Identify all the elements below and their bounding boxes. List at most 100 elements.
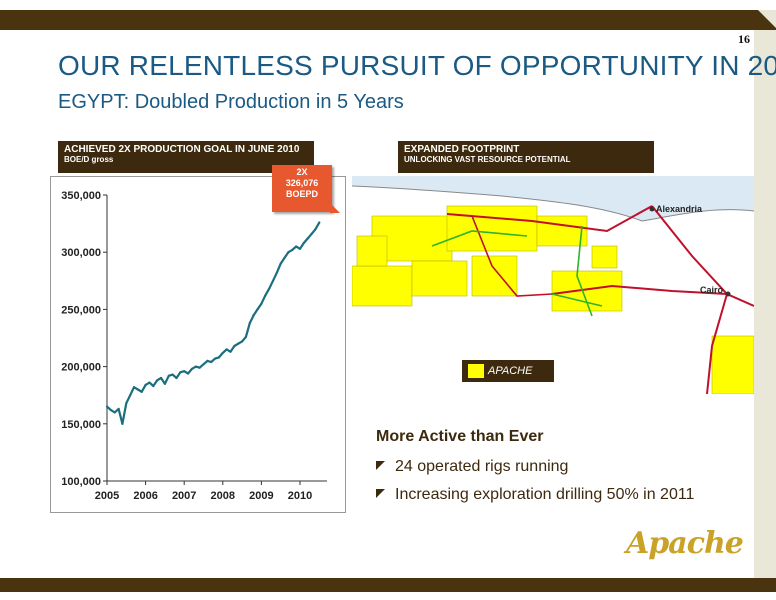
- data-point: [175, 376, 178, 380]
- data-point: [152, 384, 155, 388]
- data-point: [264, 294, 267, 297]
- data-point: [306, 237, 309, 240]
- legend-swatch: [468, 364, 484, 378]
- x-tick-label: 2008: [211, 490, 235, 502]
- data-point: [229, 350, 232, 353]
- right-margin-strip: [754, 30, 776, 578]
- bottom-bar: [0, 578, 776, 592]
- page-number: 16: [738, 32, 750, 46]
- data-point: [144, 383, 147, 386]
- chart-header: ACHIEVED 2X PRODUCTION GOAL IN JUNE 2010…: [58, 141, 314, 173]
- data-point: [132, 386, 136, 389]
- data-point: [268, 287, 271, 290]
- data-point: [210, 360, 213, 364]
- y-tick-label: 150,000: [61, 419, 101, 431]
- data-point: [148, 381, 151, 384]
- data-point: [314, 228, 317, 231]
- chart-header-unit: BOE/D gross: [64, 155, 114, 164]
- data-point: [302, 241, 305, 245]
- production-chart: 100,000 150,000 200,000 250,000 300,000 350,0…: [61, 190, 327, 502]
- bullet-arrow-icon: [376, 489, 385, 498]
- data-point: [194, 365, 197, 368]
- data-point: [221, 351, 224, 354]
- apache-logo: Apache: [626, 526, 744, 561]
- map-header-title: EXPANDED FOOTPRINT: [404, 144, 520, 155]
- data-point: [279, 262, 282, 265]
- chart-panel: 100,000 150,000 200,000 250,000 300,000 350,0…: [50, 176, 346, 513]
- x-tick-label: 2009: [249, 490, 273, 502]
- x-tick-label: 2010: [288, 490, 312, 502]
- data-point: [136, 388, 139, 391]
- city-label-alexandria: Alexandria: [656, 204, 703, 214]
- y-tick-label: 250,000: [61, 304, 101, 316]
- y-tick-label: 100,000: [61, 476, 101, 488]
- x-tick-label: 2006: [133, 490, 157, 502]
- data-point: [140, 390, 143, 393]
- data-point: [183, 370, 186, 373]
- sea: [352, 176, 754, 221]
- data-point: [244, 335, 247, 338]
- data-point: [117, 407, 120, 410]
- coastline: [352, 185, 754, 222]
- data-point: [206, 359, 209, 362]
- data-point: [159, 376, 163, 380]
- data-point: [156, 379, 159, 382]
- city-label-cairo: Cairo: [700, 285, 724, 295]
- data-point: [241, 340, 244, 343]
- map-header-subtitle: UNLOCKING VAST RESOURCE POTENTIAL: [404, 155, 571, 164]
- apache-acreage: [352, 205, 754, 394]
- data-point: [129, 394, 132, 397]
- x-tick-label: 2007: [172, 490, 196, 502]
- data-point: [260, 302, 263, 305]
- bullets-heading: More Active than Ever: [376, 428, 544, 445]
- data-point: [287, 251, 290, 254]
- data-point: [105, 405, 109, 408]
- pipelines: [431, 205, 754, 394]
- data-point: [125, 402, 128, 405]
- bullet-text: Increasing exploration drilling 50% in 2…: [395, 486, 695, 503]
- page-subtitle: EGYPT: Doubled Production in 5 Years: [58, 91, 404, 113]
- data-point: [310, 232, 313, 235]
- data-point: [121, 422, 124, 425]
- data-point: [198, 366, 201, 369]
- production-series-line: [106, 221, 321, 425]
- bullet-item: Increasing exploration drilling 50% in 2…: [376, 486, 694, 504]
- data-point: [187, 372, 190, 375]
- data-point: [275, 271, 278, 274]
- data-point: [295, 245, 298, 248]
- data-point: [171, 373, 174, 376]
- data-point: [256, 308, 259, 311]
- alexandria-marker: [649, 206, 655, 212]
- egypt-map: Alexandria Cairo: [352, 176, 754, 394]
- callout-line2: 326,076: [285, 178, 319, 188]
- map-graphic: Alexandria Cairo: [352, 176, 754, 394]
- data-point: [179, 371, 182, 374]
- map-header: EXPANDED FOOTPRINT UNLOCKING VAST RESOUR…: [398, 141, 654, 173]
- bullet-item: 24 operated rigs running: [376, 458, 568, 476]
- bullet-text: 24 operated rigs running: [395, 458, 569, 475]
- top-corner-fold: [758, 10, 776, 28]
- data-point: [252, 314, 255, 317]
- data-point: [109, 409, 112, 412]
- data-point: [163, 382, 166, 385]
- map-legend: APACHE: [462, 360, 554, 382]
- data-point: [248, 322, 251, 325]
- data-point: [225, 348, 228, 351]
- page-title: OUR RELENTLESS PURSUIT OF OPPORTUNITY IN…: [58, 50, 776, 81]
- x-tick-label: 2005: [95, 490, 119, 502]
- data-point: [271, 279, 275, 282]
- production-callout: 2X 326,076 BOEPD: [272, 165, 340, 213]
- y-tick-label: 300,000: [61, 247, 101, 259]
- data-point: [283, 256, 286, 259]
- chart-header-title: ACHIEVED 2X PRODUCTION GOAL IN JUNE 2010: [64, 144, 300, 155]
- data-point: [167, 374, 170, 377]
- data-point: [113, 411, 116, 414]
- data-point: [291, 248, 294, 251]
- data-point: [233, 344, 236, 348]
- data-point: [190, 367, 193, 370]
- callout-line1: 2X: [296, 167, 308, 177]
- bullet-arrow-icon: [376, 461, 385, 470]
- top-bar: [0, 10, 776, 30]
- y-tick-label: 200,000: [61, 362, 101, 374]
- data-point: [214, 357, 217, 360]
